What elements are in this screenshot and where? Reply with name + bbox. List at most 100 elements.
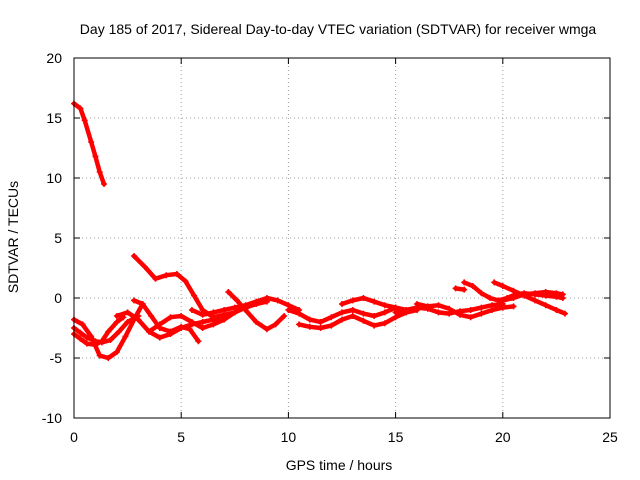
data-point <box>88 333 95 340</box>
data-point <box>371 313 378 319</box>
data-point <box>141 263 148 270</box>
series-arc-17 <box>491 279 568 317</box>
series-arc-19 <box>452 285 468 293</box>
data-point <box>221 307 228 313</box>
data-point <box>414 301 421 307</box>
data-point <box>499 283 506 289</box>
data-point <box>349 297 356 304</box>
data-point <box>124 309 131 316</box>
data-point <box>561 310 568 317</box>
data-point <box>182 278 189 285</box>
data-point <box>113 319 120 325</box>
data-point <box>191 292 198 299</box>
data-point <box>499 297 506 304</box>
series-line <box>71 314 126 348</box>
data-point <box>163 272 170 279</box>
data-point <box>461 279 468 286</box>
data-point <box>499 304 506 311</box>
data-point <box>360 310 367 317</box>
axis-ticks: 0 5 10 15 20 25 -10 -5 0 5 10 15 20 <box>42 50 618 445</box>
series-line <box>491 280 568 316</box>
data-point <box>188 307 195 313</box>
data-point <box>88 139 95 145</box>
data-point <box>381 320 388 327</box>
data-point <box>156 334 163 341</box>
data-point <box>486 295 493 301</box>
series-line <box>131 253 238 320</box>
data-point <box>105 355 112 361</box>
y-tick-label: -10 <box>42 410 62 426</box>
data-point <box>113 313 120 319</box>
data-point <box>253 319 260 325</box>
data-point <box>199 311 206 318</box>
series-arc-15 <box>414 301 517 321</box>
data-point <box>167 331 174 337</box>
data-point <box>199 319 206 325</box>
data-point <box>542 289 549 295</box>
data-point <box>131 297 138 304</box>
series-arc-13 <box>339 295 410 313</box>
data-point <box>339 316 345 323</box>
y-tick-label: 10 <box>46 170 62 186</box>
data-point <box>210 321 217 328</box>
x-tick-label: 15 <box>388 429 404 445</box>
data-point <box>461 286 468 293</box>
y-tick-label: 15 <box>46 110 62 126</box>
data-point <box>135 316 142 323</box>
data-point <box>131 253 138 259</box>
data-point <box>107 337 114 343</box>
data-point <box>467 307 474 313</box>
data-point <box>139 301 146 307</box>
data-point <box>221 316 228 323</box>
data-point <box>242 307 249 313</box>
data-point <box>263 295 270 301</box>
data-point <box>531 297 538 304</box>
data-point <box>178 325 185 331</box>
data-point <box>173 271 180 277</box>
data-point <box>456 311 463 318</box>
data-point <box>77 335 84 342</box>
data-point <box>381 309 388 316</box>
data-point <box>116 328 123 335</box>
data-point <box>188 319 195 325</box>
data-point <box>371 322 378 329</box>
data-point <box>92 153 99 160</box>
data-point <box>83 334 90 341</box>
data-point <box>263 326 270 333</box>
data-point <box>349 313 356 319</box>
data-point <box>478 304 485 311</box>
y-tick-label: 20 <box>46 50 62 66</box>
data-point <box>178 313 185 319</box>
data-point <box>559 291 566 298</box>
data-point <box>339 309 345 316</box>
data-point <box>96 352 103 359</box>
data-point <box>392 309 399 316</box>
data-point <box>113 349 120 355</box>
data-point <box>328 314 335 321</box>
x-axis-label: GPS time / hours <box>286 457 393 473</box>
data-point <box>317 319 324 325</box>
data-point <box>446 305 453 312</box>
data-point <box>79 321 86 328</box>
data-point <box>424 303 431 310</box>
data-point <box>542 302 549 309</box>
data-point <box>478 310 485 317</box>
data-point <box>281 313 288 319</box>
data-point <box>296 310 303 317</box>
x-tick-label: 20 <box>495 429 511 445</box>
data-point <box>531 290 538 297</box>
y-axis-label: SDTVAR / TECUs <box>5 181 21 293</box>
data-point <box>553 290 560 297</box>
data-point <box>371 298 378 305</box>
data-point <box>148 313 155 319</box>
data-point <box>253 298 260 305</box>
data-point <box>77 329 84 336</box>
series-arc-3 <box>71 301 146 361</box>
x-tick-label: 5 <box>177 429 185 445</box>
data-point <box>521 291 528 298</box>
data-point <box>349 307 356 313</box>
data-point <box>381 302 388 309</box>
data-point <box>96 169 103 175</box>
data-point <box>274 297 281 304</box>
